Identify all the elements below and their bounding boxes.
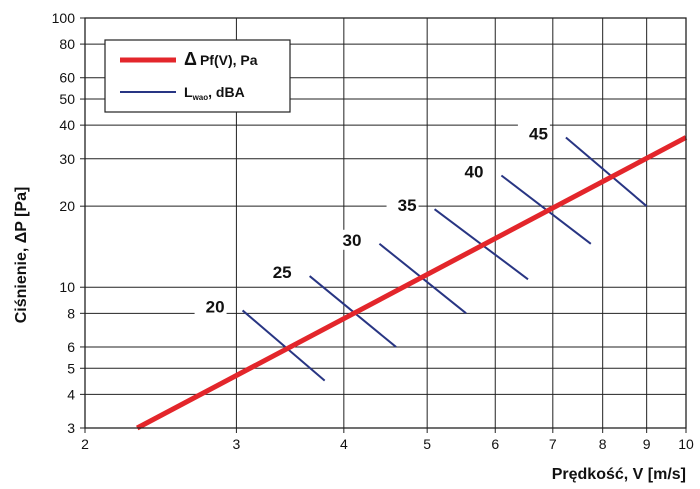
x-tick-label: 4 [340, 436, 348, 452]
noise-label-30: 30 [343, 231, 362, 250]
noise-line-20 [241, 309, 326, 382]
y-tick-label: 10 [59, 279, 75, 295]
noise-label-45: 45 [529, 124, 548, 143]
x-tick-label: 10 [678, 436, 694, 452]
y-tick-label: 50 [59, 91, 75, 107]
legend-pressure-text: Pf(V), Pa [200, 52, 258, 68]
noise-label-bg [261, 262, 294, 283]
noise-label-20: 20 [206, 297, 225, 316]
y-axis-ticks: 3 4 5 6 8 10 20 30 40 50 60 80 100 [52, 10, 85, 436]
y-tick-label: 40 [59, 117, 75, 133]
x-tick-label: 5 [423, 436, 431, 452]
series-line-pressure [136, 135, 688, 431]
noise-label-bg [386, 195, 419, 216]
noise-label-35: 35 [398, 196, 417, 215]
x-tick-label: 9 [643, 436, 651, 452]
noise-label-bg [331, 229, 364, 250]
grid [85, 18, 686, 428]
noise-label-bg [194, 296, 227, 317]
y-tick-label: 60 [59, 70, 75, 86]
y-tick-label: 6 [67, 339, 75, 355]
noise-label-bg [517, 123, 550, 144]
x-tick-label: 8 [599, 436, 607, 452]
y-tick-label: 80 [59, 36, 75, 52]
plot-frame [84, 17, 687, 429]
legend-noise-rest: , dBA [208, 84, 245, 100]
y-tick-label: 100 [52, 10, 76, 26]
legend-box [104, 39, 291, 113]
noise-label-40: 40 [464, 163, 483, 182]
noise-line-45 [565, 136, 648, 207]
legend-label-noise: Lwao, dBA [184, 84, 245, 102]
y-tick-label: 30 [59, 151, 75, 167]
y-tick-label: 3 [67, 420, 75, 436]
y-tick-label: 4 [67, 386, 75, 402]
x-axis-ticks: 2 3 4 5 6 7 8 9 10 [81, 428, 694, 452]
pressure-series [136, 135, 688, 431]
x-tick-label: 7 [549, 436, 557, 452]
legend: Δ Pf(V), Pa Lwao, dBA [104, 39, 291, 113]
noise-label-25: 25 [273, 263, 292, 282]
x-tick-label: 6 [491, 436, 499, 452]
x-tick-label: 3 [233, 436, 241, 452]
y-tick-label: 5 [67, 360, 75, 376]
noise-lines: 20 25 30 35 40 45 [194, 123, 648, 382]
x-axis-title: Prędkość, V [m/s] [552, 466, 686, 483]
noise-label-bg [453, 161, 486, 182]
x-tick-label: 2 [81, 436, 89, 452]
legend-noise-main: L [184, 84, 193, 100]
legend-label-pressure: Δ Pf(V), Pa [184, 49, 258, 69]
y-tick-label: 8 [67, 305, 75, 321]
y-axis-title: Ciśnienie, ΔP [Pa] [13, 187, 30, 324]
legend-delta-symbol: Δ [184, 49, 197, 69]
y-tick-label: 20 [59, 198, 75, 214]
legend-noise-sub: wao [192, 93, 209, 102]
